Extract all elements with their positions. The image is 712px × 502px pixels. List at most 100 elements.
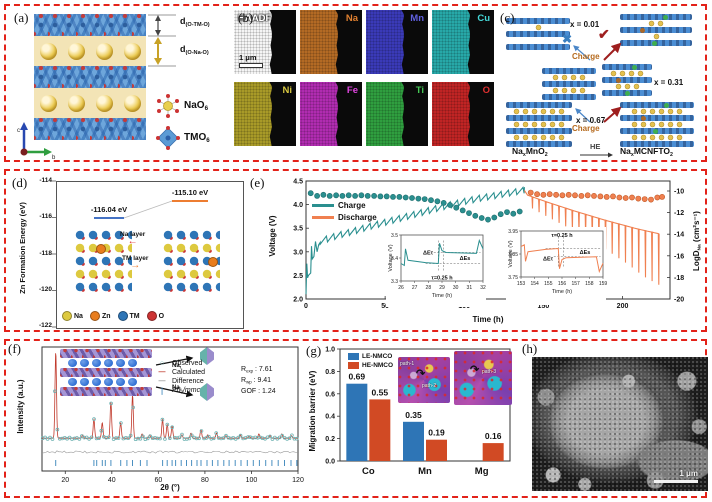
o-label: O <box>482 85 490 96</box>
svg-text:Mn: Mn <box>418 466 432 477</box>
zn-atom <box>96 244 106 254</box>
spacing-arrows <box>148 14 176 67</box>
energy-levels <box>52 180 208 328</box>
panel-f-label: (f) <box>8 341 21 356</box>
tm-slab <box>60 368 152 377</box>
legend-difference: — Difference <box>156 377 205 386</box>
xrd-chart-svg: 20 40 60 80 100 120 <box>40 346 304 484</box>
svg-text:Mg: Mg <box>475 466 489 477</box>
nao6-icon <box>157 94 179 118</box>
layered-crystal-illustration <box>34 14 146 140</box>
svg-text:100: 100 <box>246 477 258 484</box>
na-sphere <box>67 42 85 60</box>
mn-band <box>366 10 405 74</box>
ti-label: Ti <box>415 85 424 96</box>
layered-structure <box>620 102 694 147</box>
legend-o: O <box>146 311 164 321</box>
xrd-plot: 20 40 60 80 100 120 <box>40 346 304 484</box>
svg-text:Co: Co <box>362 466 375 477</box>
svg-text:3.95: 3.95 <box>508 229 518 235</box>
charge-arrows <box>573 42 622 158</box>
panel-e-gitt: (e) Voltage (V) LogDNa (cm²s⁻¹) 2.0 2.5 3.… <box>248 171 706 329</box>
gof-value: GOF : 1.24 <box>241 388 276 396</box>
path-3-label: path-3 <box>482 369 497 375</box>
svg-text:159: 159 <box>599 281 608 287</box>
legend-discharge: Discharge <box>312 213 377 222</box>
panel-a-crystal-structure: (a) d(O-TM-O) d(O-Na-O) <box>8 6 234 161</box>
panel-b-label: (b) <box>238 10 254 25</box>
svg-text:3.5: 3.5 <box>293 226 303 233</box>
svg-text:31: 31 <box>467 285 473 291</box>
panel-d-label: (d) <box>12 175 28 190</box>
haadf-label: HAADF <box>238 13 272 24</box>
panel-f-xrd: (f) Intensity (a.u.) 20 40 60 80 100 120 Naf … <box>8 341 304 495</box>
naf-octahedron-icon <box>200 347 214 365</box>
bragg-tick-icon: ❘ <box>159 387 165 395</box>
svg-text:28: 28 <box>426 285 432 291</box>
he-label: HE <box>590 142 601 151</box>
charge-line-icon <box>312 204 334 207</box>
layered-structure <box>620 14 692 46</box>
e-x-axis-label: Time (h) <box>472 315 504 324</box>
tm-layer-annotation: TM layer → <box>122 255 149 271</box>
d-ytick: -122 <box>38 322 52 329</box>
tm-dot-icon <box>117 311 128 321</box>
svg-text:-18: -18 <box>674 275 684 282</box>
svg-text:ΔEs: ΔEs <box>580 250 591 256</box>
o-band <box>432 82 471 146</box>
sem-scale-bar: 1 μm <box>654 469 698 483</box>
ni-band <box>234 82 273 146</box>
refinement-stats: Rexp : 7.61 Rwp : 9.41 GOF : 1.24 <box>241 365 276 397</box>
svg-text:-12: -12 <box>674 210 684 217</box>
svg-text:150: 150 <box>538 303 550 310</box>
cross-icon: ✖ <box>562 32 573 46</box>
legend-calculated: — Calculated <box>156 368 206 377</box>
gitt-inset-plot: ΔEτ ΔEs τ=0.25 h 26 27 28 29 30 31 32 3.3 3.4 3.5 Tim… <box>388 233 486 299</box>
legend-he-nmco: HE-NMCO <box>348 362 393 369</box>
svg-text:40: 40 <box>108 477 116 484</box>
gitt-inset-charge: ΔEτ ΔEs τ=0.25 h 26 27 28 29 30 31 32 3.3 3.4 3.5 Tim… <box>386 231 486 307</box>
svg-text:60: 60 <box>154 477 162 484</box>
level-na-value: -116.04 eV <box>90 205 128 214</box>
na-site-arrows <box>155 355 194 398</box>
lattice-zn-in-tm-layer <box>162 229 220 293</box>
tm-slab <box>60 349 152 358</box>
f-legend: ○ Observed — Calculated — Difference ❘ P63/m… <box>156 359 206 397</box>
eds-tile-ni: Ni <box>234 82 296 146</box>
layered-structure <box>602 64 652 96</box>
d-ytick: -118 <box>39 250 52 257</box>
svg-text:50: 50 <box>381 303 389 310</box>
x-067-label: x = 0.67 <box>576 116 606 125</box>
legend-tm: TM <box>117 311 140 321</box>
svg-text:3.85: 3.85 <box>508 252 518 258</box>
layered-structure <box>506 18 570 50</box>
figure-row-2: (d) Zn Formation Energy (eV) -114 -116 -… <box>4 169 707 332</box>
d-ytick: -116 <box>39 213 52 220</box>
migration-path-inset-2 <box>454 351 512 405</box>
nae-octahedron-icon <box>200 383 214 401</box>
svg-text:Time (h): Time (h) <box>432 293 452 299</box>
legend-observed: ○ Observed <box>156 359 205 368</box>
svg-text:158: 158 <box>585 281 594 287</box>
f-structure-inset <box>60 349 152 396</box>
d-ytick: -120 <box>38 286 52 293</box>
panel-c-charge-scheme: (c) ✖ ✔ x = 0.01 x = 0.31 x = 0.67 Charg… <box>498 6 705 160</box>
svg-text:Voltage (V): Voltage (V) <box>388 244 394 271</box>
x-031-label: x = 0.31 <box>654 78 684 87</box>
panel-a-label: (a) <box>14 10 29 25</box>
svg-text:τ=0.25 h: τ=0.25 h <box>431 276 453 282</box>
left-arrow-icon: ← <box>127 236 138 247</box>
svg-text:τ=0.25 h: τ=0.25 h <box>551 233 573 239</box>
gitt-chart-svg: 2.0 2.5 3.0 3.5 4.0 4.5 -10 -12 -14 -16 -18 -20 0 50 1… <box>293 179 684 311</box>
svg-text:c: c <box>17 128 20 134</box>
svg-text:156: 156 <box>558 281 567 287</box>
na-sphere <box>39 42 57 60</box>
na-sphere <box>67 94 85 112</box>
eds-tile-cu: Cu <box>432 10 494 74</box>
svg-text:3.4: 3.4 <box>391 256 398 262</box>
svg-text:80: 80 <box>201 477 209 484</box>
d-onao-label: d(O-Na-O) <box>180 44 209 56</box>
na-sphere <box>123 94 141 112</box>
svg-text:Time (h): Time (h) <box>552 289 572 295</box>
svg-text:200: 200 <box>617 303 629 310</box>
